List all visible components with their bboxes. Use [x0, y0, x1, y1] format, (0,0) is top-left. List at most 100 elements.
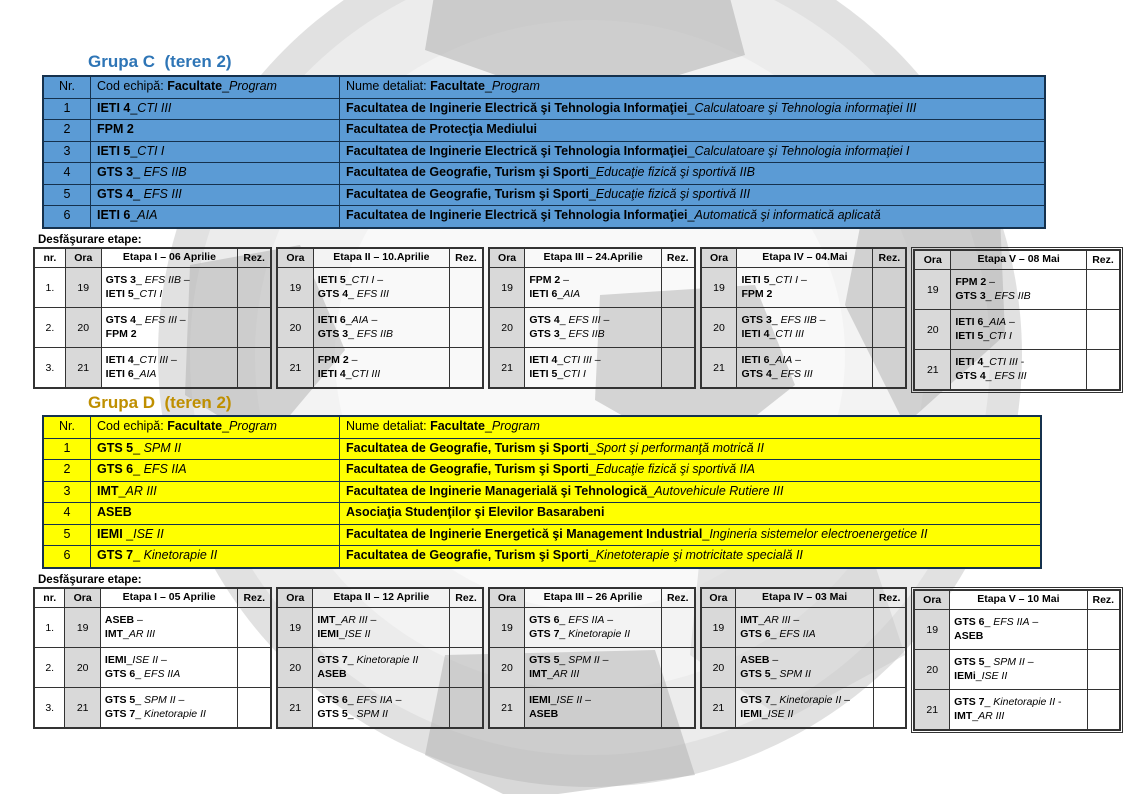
col-header-ora: Ora — [914, 590, 951, 610]
text-segment: IETI 4 — [529, 353, 558, 366]
stage-title: Etapa III – 24.Aprilie — [524, 248, 662, 268]
text-segment: CTI I — [139, 287, 163, 300]
text-segment: – — [792, 353, 802, 366]
team-row: 2 GTS 6_ EFS IIA Facultatea de Geografie, … — [42, 459, 1042, 482]
text-segment: _ — [559, 327, 569, 340]
text-segment: _ — [550, 693, 557, 706]
team-name-cell: Facultatea de Geografie, Turism şi Sport… — [339, 459, 1042, 482]
stage-table: Ora Etapa III – 24.Aprilie Rez. 19 FPM 2 – IE… — [488, 248, 695, 388]
match-row: 20 GTS 3_ EFS IIB – IETI 4_CTI III — [700, 307, 907, 348]
result-cell — [1086, 609, 1121, 650]
result-cell — [872, 347, 907, 388]
stage-block: Ora Etapa III – 26 Aprilie Rez. 19 GTS 6_ EF… — [487, 587, 696, 729]
text-segment: Nume detaliat: — [346, 79, 431, 94]
match-line-2: GTS 3_ EFS IIB — [955, 290, 1082, 304]
team-code-cell: IEMI _ISE II — [90, 523, 340, 546]
col-header-rez: Rez. — [449, 248, 483, 268]
stage-title: Etapa V – 10 Mai — [949, 590, 1088, 610]
match-row: 1. 19 ASEB – IMT_AR III — [33, 607, 272, 648]
text-segment: Program — [229, 79, 277, 94]
text-segment: IETI 5 — [741, 273, 770, 286]
text-segment: EFS IIB — [356, 327, 394, 340]
text-segment: Facultate — [430, 419, 485, 434]
team-code-cell: GTS 4_ EFS III — [90, 183, 340, 206]
text-segment: IEMI — [529, 693, 551, 706]
match-line-1: GTS 6_ EFS IIA – — [529, 614, 657, 628]
hour-cell: 21 — [914, 349, 952, 390]
hour-cell: 20 — [64, 647, 101, 688]
text-segment: Program — [491, 419, 540, 434]
text-segment: _ — [770, 667, 780, 680]
hour-cell: 19 — [488, 607, 526, 648]
text-segment: GTS 5 — [740, 667, 771, 680]
match-line-1: GTS 6_ EFS IIA – — [954, 616, 1082, 630]
col-header-nr: nr. — [34, 248, 66, 268]
result-cell — [237, 607, 272, 648]
text-segment: _ — [133, 353, 140, 366]
col-header-ora: Ora — [64, 248, 102, 268]
text-segment: ISE II — [132, 653, 159, 666]
text-segment: _ — [130, 100, 138, 115]
text-segment: Program — [491, 79, 540, 94]
team-row: 5 IEMI _ISE II Facultatea de Inginerie Ene… — [42, 523, 1042, 546]
stage-title: Etapa I – 06 Aprilie — [100, 248, 239, 268]
team-number-cell: 6 — [42, 545, 91, 568]
hour-cell: 21 — [64, 687, 101, 728]
match-number-cell: 3. — [33, 687, 66, 728]
text-segment: Educaţie fizică şi sportivă IIB — [595, 165, 755, 180]
stage-table: Ora Etapa III – 26 Aprilie Rez. 19 GTS 6_ EF… — [488, 588, 695, 728]
stage-header-row: Ora Etapa IV – 03 Mai Rez. — [700, 588, 907, 608]
stage-block: Ora Etapa IV – 03 Mai Rez. 19 IMT_AR III – GT… — [699, 587, 908, 729]
text-segment: _ — [984, 695, 994, 708]
text-segment: Facultatea de Inginerie Electrică şi Teh… — [346, 208, 688, 223]
text-segment: _ — [984, 615, 994, 628]
stage-header-row: Ora Etapa IV – 04.Mai Rez. — [700, 248, 907, 268]
text-segment: _ — [983, 355, 990, 368]
team-number-cell: 1 — [42, 97, 91, 120]
team-row: 4 GTS 3_ EFS IIB Facultatea de Geografie, … — [42, 162, 1046, 185]
stage-block: Ora Etapa IV – 04.Mai Rez. 19 IETI 5_CTI I –… — [699, 247, 908, 389]
stage-title: Etapa II – 12 Aprilie — [312, 588, 451, 608]
text-segment: IETI 4 — [317, 367, 346, 380]
text-segment: _ — [557, 353, 564, 366]
text-segment: GTS 5 — [104, 693, 136, 706]
match-cell: IETI 6_AIA – GTS 3_ EFS IIB — [312, 307, 451, 348]
col-header-rez: Rez. — [449, 588, 483, 608]
team-number-cell: 4 — [42, 162, 91, 185]
text-segment: – — [560, 273, 570, 286]
text-segment: Kinetorapie II — [993, 695, 1056, 708]
stage-block: nr. Ora Etapa I – 06 Aprilie Rez. 1. 19 GTS 3_… — [33, 247, 273, 389]
text-segment: Kinetoterapie şi motricitate specială II — [595, 548, 803, 563]
match-row: 19 IETI 5_CTI I – GTS 4_ EFS III — [277, 267, 483, 308]
text-segment: AIA — [775, 353, 793, 366]
match-cell: IEMI_ISE II – GTS 6_ EFS IIA — [99, 647, 239, 688]
text-segment: GTS 3 — [955, 289, 986, 302]
text-segment: _ — [484, 419, 492, 434]
text-segment: EFS IIA — [144, 667, 181, 680]
match-line-1: GTS 7_ Kinetorapie II - — [954, 696, 1082, 710]
result-cell — [872, 607, 907, 648]
text-segment: _ — [985, 289, 995, 302]
text-segment: GTS 6 — [954, 615, 985, 628]
result-cell — [449, 267, 483, 308]
text-segment: Educaţie fizică şi sportivă IIA — [595, 462, 755, 477]
team-name-cell: Facultatea de Inginerie Managerială şi T… — [339, 480, 1042, 503]
hour-cell: 20 — [277, 307, 314, 348]
text-segment: Kinetorapie II — [356, 653, 419, 666]
text-segment: _ — [588, 440, 596, 455]
team-code-cell: IETI 6_AIA — [90, 205, 340, 228]
text-segment: – — [582, 693, 591, 706]
match-row: 19 FPM 2 – IETI 6_AIA — [488, 267, 695, 308]
text-segment: IMT — [954, 709, 973, 722]
match-cell: GTS 4_ EFS III – GTS 3_ EFS IIB — [524, 307, 662, 348]
text-segment: – — [368, 313, 378, 326]
text-segment: _ — [547, 667, 553, 680]
team-row: 1 IETI 4_CTI III Facultatea de Inginerie E… — [42, 97, 1046, 120]
hour-cell: 19 — [700, 267, 738, 308]
match-line-1: GTS 3_ EFS IIB – — [106, 274, 234, 288]
match-line-2: IETI 4_CTI III — [318, 368, 445, 382]
text-segment: IMT — [104, 627, 123, 640]
text-segment: _ — [761, 707, 768, 720]
text-segment: _ — [769, 353, 776, 366]
text-segment: AIA — [351, 313, 369, 326]
